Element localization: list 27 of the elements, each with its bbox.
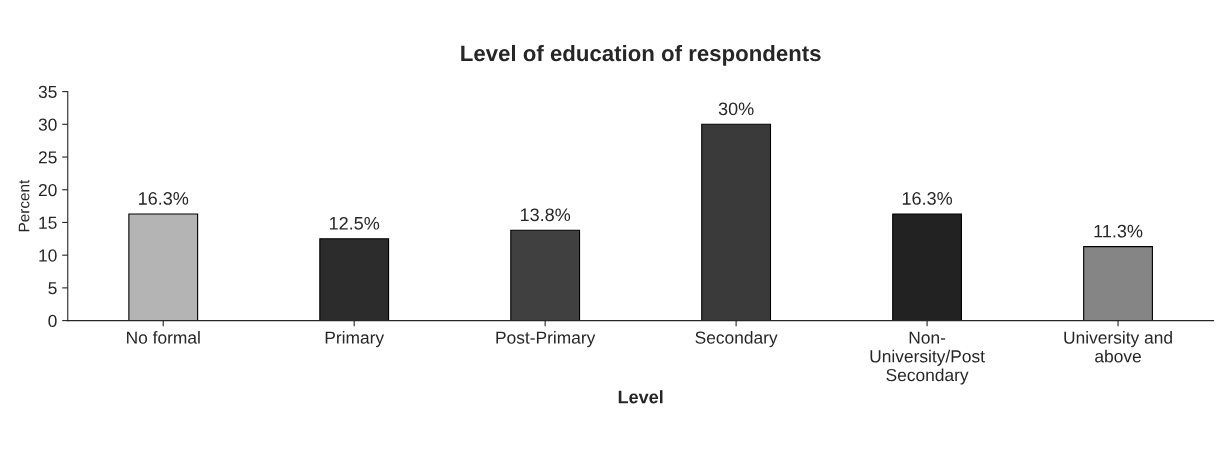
- x-tick-label: Non- University/Post Secondary: [870, 331, 985, 385]
- data-label: 11.3%: [1094, 224, 1143, 238]
- data-label: 12.5%: [329, 216, 380, 230]
- bar: [1083, 246, 1153, 321]
- y-axis-title: Percent: [18, 179, 30, 232]
- data-label: 30%: [718, 102, 754, 116]
- y-tick-label: 15: [39, 216, 57, 229]
- x-tick-label: Post-Primary: [496, 331, 596, 348]
- x-tick-label: Secondary: [695, 331, 778, 348]
- x-tick-label: No formal: [127, 331, 200, 344]
- y-tick-label: 25: [38, 151, 57, 164]
- y-tick-label: 35: [38, 85, 57, 99]
- y-tick-label: 30: [38, 118, 57, 131]
- bar: [510, 229, 581, 321]
- data-label: 13.8%: [520, 208, 571, 222]
- bar: [701, 123, 772, 321]
- x-tick-label: Primary: [325, 331, 385, 348]
- bar: [128, 213, 199, 321]
- data-label: 16.3%: [139, 192, 189, 205]
- data-label: 16.3%: [902, 192, 953, 205]
- chart-title: Level of education of respondents: [461, 44, 821, 66]
- y-tick-label: 10: [39, 249, 57, 262]
- y-tick-label: 0: [48, 314, 57, 328]
- y-tick-label: 20: [38, 183, 57, 197]
- x-axis-title: Level: [618, 390, 663, 404]
- y-tick-label: 5: [48, 282, 57, 295]
- x-tick-label: University and above: [1064, 331, 1172, 363]
